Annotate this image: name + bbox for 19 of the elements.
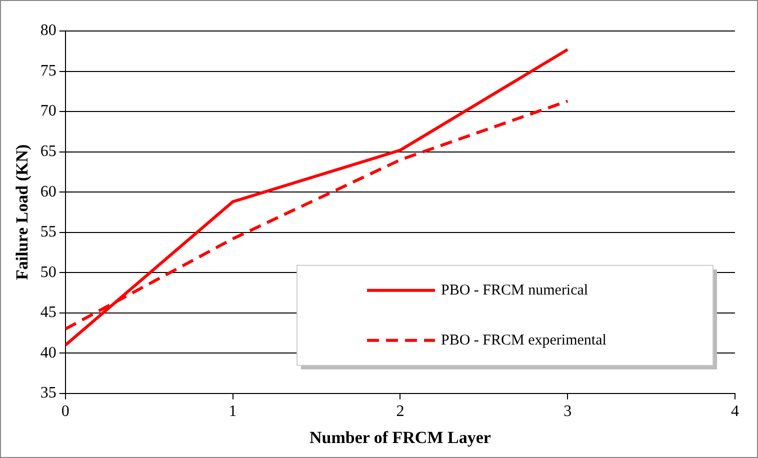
x-tick-label: 2 [396, 403, 404, 420]
y-tick-label: 55 [40, 224, 56, 241]
legend-label: PBO - FRCM experimental [441, 332, 606, 348]
y-tick-label: 60 [40, 183, 56, 200]
y-tick-label: 40 [40, 344, 56, 362]
x-tick-label: 1 [228, 403, 237, 420]
y-tick-label: 75 [40, 62, 56, 80]
x-tick-label: 3 [564, 403, 572, 420]
y-tick-label: 70 [40, 102, 56, 120]
x-tick-label: 4 [731, 403, 739, 420]
y-axis-title: Failure Load (KN) [12, 144, 32, 280]
legend-label: PBO - FRCM numerical [441, 282, 588, 298]
x-axis-title: Number of FRCM Layer [309, 428, 492, 448]
y-tick-label: 50 [40, 264, 56, 281]
y-tick-label: 65 [40, 143, 56, 160]
y-tick-label: 80 [40, 22, 56, 40]
x-tick-label: 0 [61, 403, 70, 420]
y-tick-label: 35 [40, 384, 56, 402]
y-tick-label: 45 [40, 304, 56, 322]
